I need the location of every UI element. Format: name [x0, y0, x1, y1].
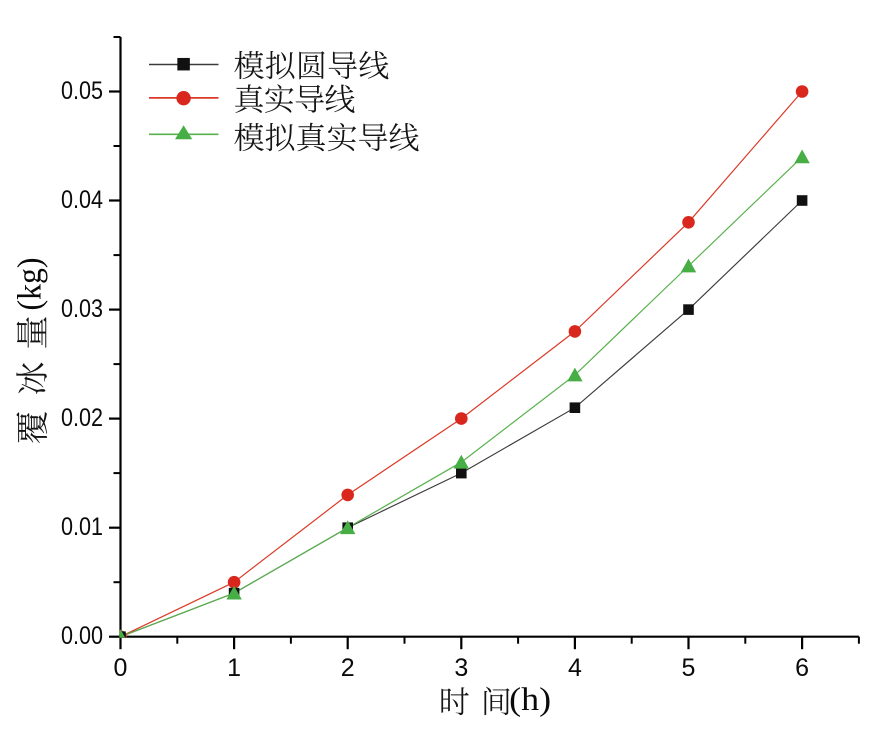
svg-text:(kg): (kg): [12, 258, 49, 311]
svg-text:0: 0: [114, 654, 128, 682]
svg-text:(h): (h): [509, 682, 551, 718]
svg-text:6: 6: [795, 654, 809, 682]
svg-text:0.05: 0.05: [61, 77, 103, 105]
svg-text:1: 1: [227, 654, 241, 682]
svg-text:0.04: 0.04: [61, 186, 103, 214]
svg-text:5: 5: [682, 654, 696, 682]
svg-text:0.03: 0.03: [61, 295, 103, 323]
svg-text:0.02: 0.02: [61, 404, 103, 432]
svg-text:0.00: 0.00: [61, 622, 103, 650]
svg-text:4: 4: [568, 654, 582, 682]
svg-text:3: 3: [454, 654, 468, 682]
svg-text:2: 2: [341, 654, 355, 682]
svg-text:0.01: 0.01: [61, 513, 103, 541]
